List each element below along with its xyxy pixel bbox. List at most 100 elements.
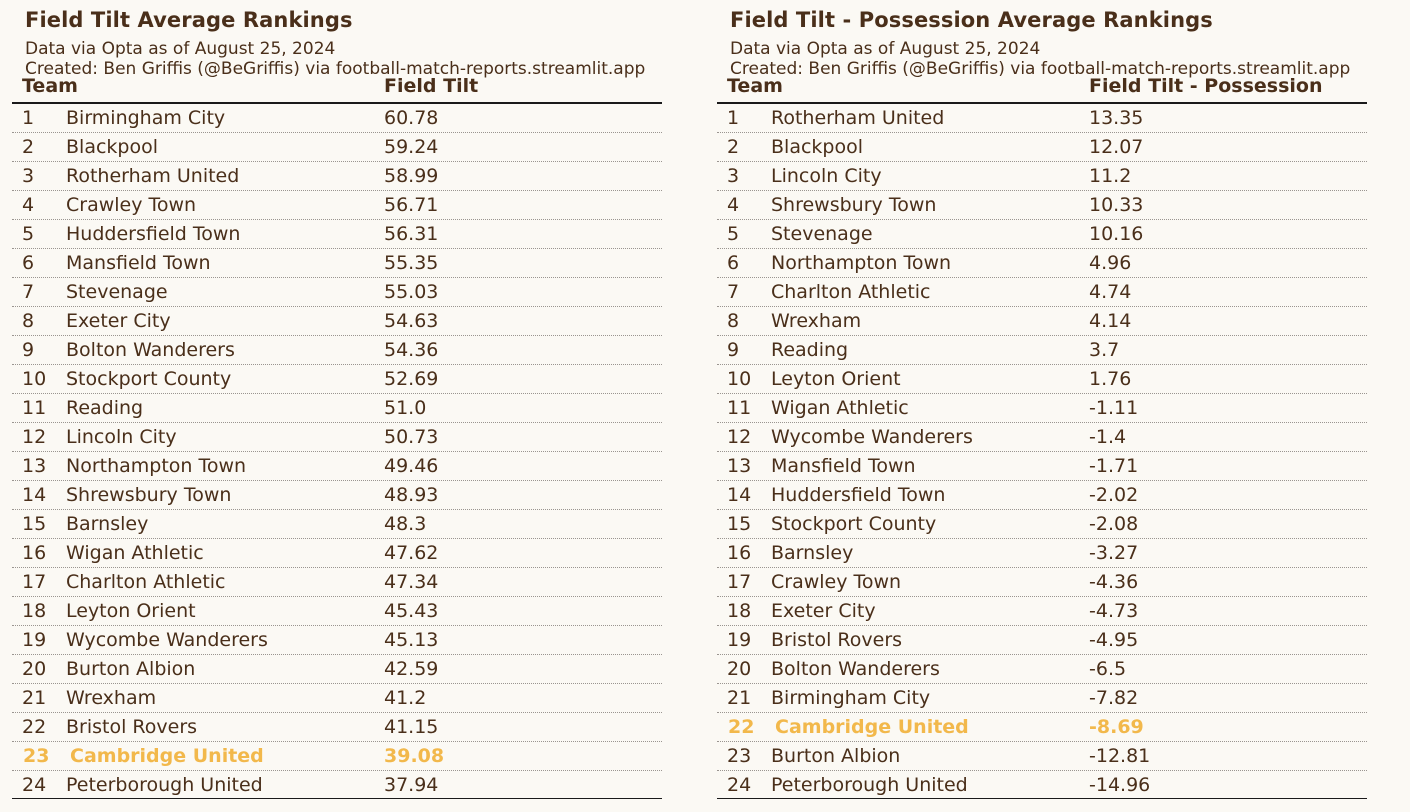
team-cell: Cambridge United [70, 745, 264, 767]
value-cell: -1.71 [1089, 455, 1139, 477]
team-cell: Shrewsbury Town [771, 194, 937, 216]
row-separator [12, 770, 662, 771]
rank-cell: 18 [727, 600, 752, 622]
row-separator [12, 654, 662, 655]
row-separator [717, 509, 1367, 510]
rank-cell: 18 [22, 600, 47, 622]
value-cell: 56.71 [384, 194, 439, 216]
value-cell: -2.02 [1089, 484, 1139, 506]
team-cell: Barnsley [66, 513, 149, 535]
table-row: 13 Mansfield Town -1.71 [717, 452, 1367, 481]
table-row: 4 Crawley Town 56.71 [12, 191, 662, 220]
value-cell: 37.94 [384, 774, 439, 796]
column-header-team: Team [22, 75, 78, 97]
rank-cell: 2 [22, 136, 35, 158]
rank-cell: 12 [22, 426, 47, 448]
table-row: 15 Barnsley 48.3 [12, 510, 662, 539]
value-cell: -4.73 [1089, 600, 1139, 622]
value-cell: 48.3 [384, 513, 427, 535]
rank-cell: 20 [727, 658, 752, 680]
team-cell: Bolton Wanderers [66, 339, 235, 361]
field-tilt-table-panel: Field Tilt Average Rankings Data via Opt… [0, 0, 700, 812]
row-separator [717, 567, 1367, 568]
value-cell: 45.13 [384, 629, 439, 651]
row-separator [717, 480, 1367, 481]
value-cell: -6.5 [1089, 658, 1127, 680]
rank-cell: 10 [22, 368, 47, 390]
team-cell: Wrexham [66, 687, 157, 709]
table-row: 3 Lincoln City 11.2 [717, 162, 1367, 191]
row-separator [717, 683, 1367, 684]
rank-cell: 14 [727, 484, 752, 506]
bottom-rule [717, 798, 1367, 799]
table-row: 6 Mansfield Town 55.35 [12, 249, 662, 278]
value-cell: 10.16 [1089, 223, 1144, 245]
table-row: 18 Exeter City -4.73 [717, 597, 1367, 626]
value-cell: 54.63 [384, 310, 439, 332]
team-cell: Wrexham [771, 310, 862, 332]
table-row: 24 Peterborough United -14.96 [717, 771, 1367, 800]
row-separator [717, 422, 1367, 423]
table-row: 4 Shrewsbury Town 10.33 [717, 191, 1367, 220]
team-cell: Burton Albion [66, 658, 196, 680]
team-cell: Charlton Athletic [771, 281, 931, 303]
rank-cell: 8 [22, 310, 35, 332]
value-cell: 52.69 [384, 368, 439, 390]
rank-cell: 1 [727, 107, 740, 129]
team-cell: Lincoln City [771, 165, 882, 187]
row-separator [717, 364, 1367, 365]
team-cell: Bristol Rovers [66, 716, 198, 738]
table-row: 16 Wigan Athletic 47.62 [12, 539, 662, 568]
value-cell: -4.95 [1089, 629, 1139, 651]
value-cell: 1.76 [1089, 368, 1132, 390]
table-row: 8 Exeter City 54.63 [12, 307, 662, 336]
table-row: 22 Cambridge United -8.69 [717, 713, 1367, 742]
row-separator [717, 306, 1367, 307]
team-cell: Exeter City [771, 600, 876, 622]
row-separator [12, 625, 662, 626]
value-cell: 55.03 [384, 281, 439, 303]
table-row: 20 Bolton Wanderers -6.5 [717, 655, 1367, 684]
row-separator [717, 161, 1367, 162]
team-cell: Stevenage [771, 223, 873, 245]
value-cell: 11.2 [1089, 165, 1132, 187]
table-row: 11 Reading 51.0 [12, 394, 662, 423]
team-cell: Birmingham City [66, 107, 226, 129]
table-row: 2 Blackpool 59.24 [12, 133, 662, 162]
row-separator [12, 741, 662, 742]
table-row: 1 Birmingham City 60.78 [12, 104, 662, 133]
value-cell: 47.34 [384, 571, 439, 593]
table-row: 9 Bolton Wanderers 54.36 [12, 336, 662, 365]
value-cell: 4.14 [1089, 310, 1132, 332]
row-separator [717, 596, 1367, 597]
team-cell: Leyton Orient [771, 368, 901, 390]
row-separator [12, 451, 662, 452]
rank-cell: 15 [22, 513, 47, 535]
rank-cell: 24 [22, 774, 47, 796]
value-cell: 48.93 [384, 484, 439, 506]
table-row: 17 Charlton Athletic 47.34 [12, 568, 662, 597]
table-row: 1 Rotherham United 13.35 [717, 104, 1367, 133]
rank-cell: 7 [727, 281, 740, 303]
table-row: 14 Shrewsbury Town 48.93 [12, 481, 662, 510]
value-cell: 54.36 [384, 339, 439, 361]
value-cell: 58.99 [384, 165, 439, 187]
value-cell: -2.08 [1089, 513, 1139, 535]
team-cell: Wycombe Wanderers [771, 426, 973, 448]
table-row: 21 Wrexham 41.2 [12, 684, 662, 713]
table-row: 19 Bristol Rovers -4.95 [717, 626, 1367, 655]
team-cell: Barnsley [771, 542, 854, 564]
rank-cell: 6 [727, 252, 740, 274]
team-cell: Bolton Wanderers [771, 658, 940, 680]
row-separator [717, 770, 1367, 771]
row-separator [12, 538, 662, 539]
rank-cell: 23 [23, 745, 50, 767]
value-cell: -1.4 [1089, 426, 1127, 448]
rank-cell: 13 [727, 455, 752, 477]
table-row: 7 Stevenage 55.03 [12, 278, 662, 307]
table-row: 12 Lincoln City 50.73 [12, 423, 662, 452]
table-row: 15 Stockport County -2.08 [717, 510, 1367, 539]
field-tilt-possession-table-panel: Field Tilt - Possession Average Rankings… [705, 0, 1405, 812]
table-row: 20 Burton Albion 42.59 [12, 655, 662, 684]
row-separator [717, 538, 1367, 539]
